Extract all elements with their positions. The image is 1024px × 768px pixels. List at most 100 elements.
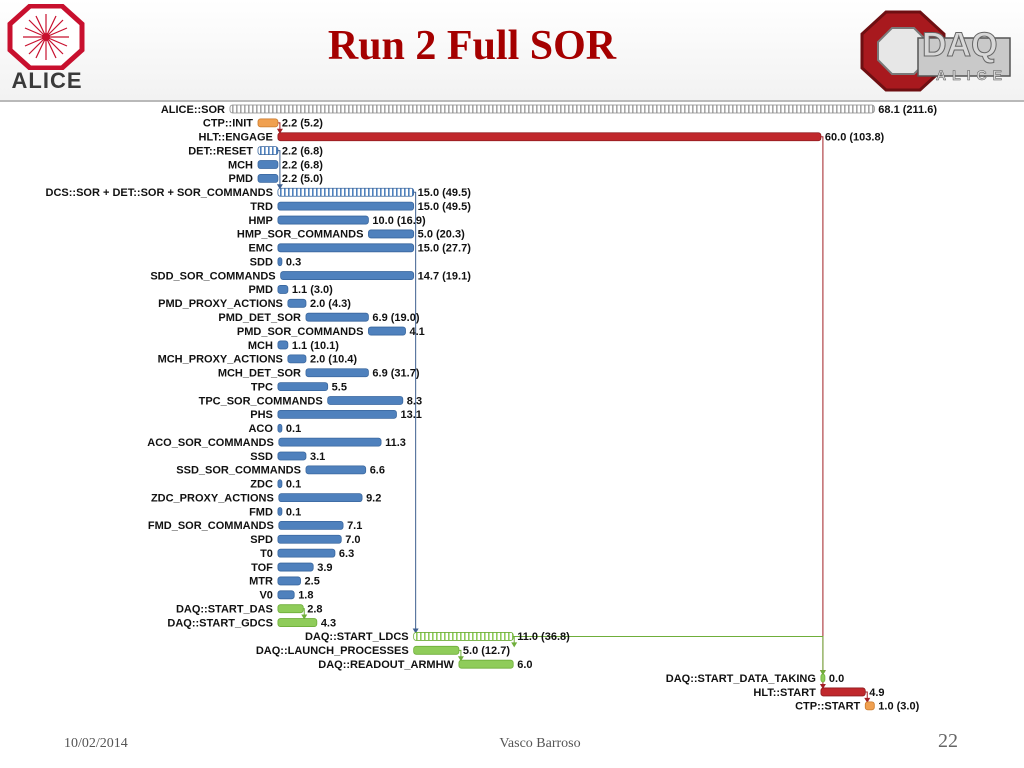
gantt-row: DET::RESET 2.2 (6.8) xyxy=(188,145,323,157)
task-bar xyxy=(287,298,307,308)
task-label: TPC_SOR_COMMANDS xyxy=(199,395,323,407)
task-value-label: 2.0 (4.3) xyxy=(310,298,351,310)
task-bar xyxy=(277,243,415,253)
dependency-arrow-icon xyxy=(864,697,871,703)
alice-logo-icon xyxy=(7,4,85,70)
task-value-label: 2.2 (5.2) xyxy=(282,118,323,130)
task-value-label: 0.1 xyxy=(286,423,301,435)
task-bar xyxy=(820,673,826,683)
task-bar xyxy=(277,451,307,461)
task-bar xyxy=(277,548,336,558)
task-bar xyxy=(305,312,369,322)
slide-header: ALICE Run 2 Full SOR DAQ ALICE xyxy=(0,0,1024,100)
task-value-label: 4.1 xyxy=(410,326,425,338)
gantt-row: TRD 15.0 (49.5) xyxy=(250,201,471,213)
gantt-row: HLT::ENGAGE 60.0 (103.8) xyxy=(199,132,885,144)
daq-logo-text: DAQ xyxy=(922,26,999,65)
task-bar xyxy=(277,285,289,294)
task-label: MCH_DET_SOR xyxy=(218,368,301,380)
gantt-row: DAQ::START_DAS 2.8 xyxy=(176,603,323,615)
gantt-row: MCH_DET_SOR 6.9 (31.7) xyxy=(218,368,420,380)
task-label: CTP::START xyxy=(795,701,860,713)
task-label: DAQ::START_LDCS xyxy=(305,631,409,643)
task-label: PMD_PROXY_ACTIONS xyxy=(158,298,283,310)
task-value-label: 2.2 (5.0) xyxy=(282,173,323,185)
task-label: TPC xyxy=(251,381,273,393)
task-bar xyxy=(820,687,866,697)
gantt-row: TOF 3.9 xyxy=(251,562,332,574)
task-label: PMD xyxy=(248,284,273,296)
alice-logo-text: ALICE xyxy=(11,68,83,93)
gantt-row: HMP 10.0 (16.9) xyxy=(248,215,425,227)
task-bar xyxy=(277,618,318,627)
task-value-label: 15.0 (27.7) xyxy=(418,243,472,255)
task-label: DAQ::START_DAS xyxy=(176,603,273,615)
task-value-label: 1.1 (3.0) xyxy=(292,284,333,296)
task-value-label: 15.0 (49.5) xyxy=(418,187,472,199)
gantt-row: FMD 0.1 xyxy=(249,506,301,518)
task-bar xyxy=(277,382,329,392)
gantt-row: ACO_SOR_COMMANDS 11.3 xyxy=(147,437,406,449)
gantt-row: MCH 1.1 (10.1) xyxy=(248,340,339,352)
gantt-row: V0 1.8 xyxy=(259,590,313,602)
gantt-row: PMD_PROXY_ACTIONS 2.0 (4.3) xyxy=(158,298,351,310)
task-bar xyxy=(413,632,514,641)
dependency-line xyxy=(413,191,417,631)
dependency-arrow-icon xyxy=(819,670,826,676)
gantt-row: DAQ::START_DATA_TAKING 0.0 xyxy=(666,673,844,685)
header-divider xyxy=(0,100,1024,102)
task-label: EMC xyxy=(248,243,273,255)
task-value-label: 4.9 xyxy=(869,687,884,699)
gantt-row: MTR 2.5 xyxy=(249,576,320,588)
gantt-row: MCH 2.2 (6.8) xyxy=(228,159,323,171)
gantt-row: MCH_PROXY_ACTIONS 2.0 (10.4) xyxy=(158,354,358,366)
gantt-row: TPC_SOR_COMMANDS 8.3 xyxy=(199,395,422,407)
gantt-chart: ALICE::SOR 68.1 (211.6)CTP::INIT 2.2 (5.2)… xyxy=(46,104,938,713)
task-value-label: 4.3 xyxy=(321,617,336,629)
task-label: DET::RESET xyxy=(188,145,253,157)
task-value-label: 1.0 (3.0) xyxy=(878,701,919,713)
task-bar xyxy=(368,229,415,239)
task-label: HMP_SOR_COMMANDS xyxy=(237,229,364,241)
task-label: MCH_PROXY_ACTIONS xyxy=(158,354,283,366)
gantt-row: ZDC_PROXY_ACTIONS 9.2 xyxy=(151,492,381,504)
task-value-label: 68.1 (211.6) xyxy=(878,104,937,116)
daq-logo-icon xyxy=(860,10,1011,92)
gantt-row: T0 6.3 xyxy=(260,548,354,560)
task-label: ZDC_PROXY_ACTIONS xyxy=(151,492,274,504)
task-bar xyxy=(277,340,289,350)
gantt-row: SPD 7.0 xyxy=(250,534,360,546)
footer-author: Vasco Barroso xyxy=(499,736,581,751)
task-value-label: 5.0 (12.7) xyxy=(463,645,510,657)
task-bar xyxy=(458,659,514,669)
dependency-line xyxy=(820,136,824,673)
daq-logo-subtext: ALICE xyxy=(936,67,1008,84)
task-bar xyxy=(864,701,875,711)
task-bar xyxy=(277,215,369,225)
task-bar xyxy=(229,104,875,114)
task-bar xyxy=(277,604,304,614)
gantt-row: ZDC 0.1 xyxy=(250,479,301,491)
task-bar xyxy=(368,326,406,336)
task-value-label: 13.1 xyxy=(400,409,421,421)
task-bar xyxy=(277,187,415,197)
dependency-arrow-icon xyxy=(276,184,283,190)
task-value-label: 1.8 xyxy=(298,590,313,602)
task-label: MTR xyxy=(249,576,273,588)
task-bar xyxy=(278,493,363,503)
gantt-row: HLT::START 4.9 xyxy=(753,687,884,699)
task-value-label: 6.0 xyxy=(517,659,532,671)
gantt-row: PHS 13.1 xyxy=(250,409,422,421)
gantt-row: CTP::INIT 2.2 (5.2) xyxy=(203,118,323,130)
task-value-label: 2.2 (6.8) xyxy=(282,159,323,171)
task-label: FMD_SOR_COMMANDS xyxy=(148,520,274,532)
dependency-arrow-icon xyxy=(301,614,308,620)
task-bar xyxy=(277,132,822,142)
dependency-connectors xyxy=(276,122,871,703)
gantt-row: PMD 1.1 (3.0) xyxy=(248,284,333,296)
gantt-row: HMP_SOR_COMMANDS 5.0 (20.3) xyxy=(237,229,465,241)
gantt-row: DAQ::LAUNCH_PROCESSES 5.0 (12.7) xyxy=(256,645,510,657)
task-value-label: 0.1 xyxy=(286,506,301,518)
task-bar xyxy=(277,423,283,433)
task-value-label: 7.1 xyxy=(347,520,362,532)
